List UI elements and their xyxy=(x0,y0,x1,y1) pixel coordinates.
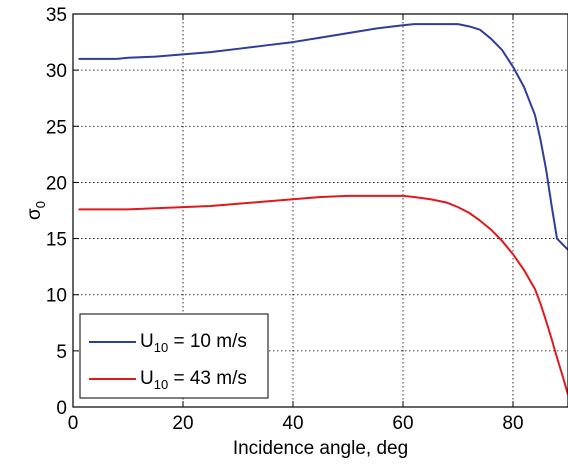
x-tick-label: 0 xyxy=(68,413,79,434)
axis-ticks: 0 20 40 60 80 0 5 10 15 20 25 30 35 xyxy=(46,5,524,434)
y-tick-label: 25 xyxy=(46,117,67,138)
x-tick-label: 60 xyxy=(392,413,413,434)
plot-frame xyxy=(72,13,568,408)
x-tick-label: 40 xyxy=(282,413,303,434)
y-tick-label: 5 xyxy=(56,342,67,363)
legend: U10 = 10 m/s U10 = 43 m/s xyxy=(79,313,269,399)
legend-entry-u10-10-pre: U xyxy=(140,331,154,352)
legend-box xyxy=(79,313,269,399)
y-tick-label: 20 xyxy=(46,173,67,194)
y-tick-label: 35 xyxy=(46,5,67,26)
y-axis-title-subscript: 0 xyxy=(33,201,48,208)
y-tick-label: 10 xyxy=(46,286,67,307)
y-tick-label: 30 xyxy=(46,61,67,82)
legend-entry-u10-10-sub: 10 xyxy=(154,340,168,355)
y-tick-label: 15 xyxy=(46,230,67,251)
legend-entry-u10-10-post: = 10 m/s xyxy=(168,331,247,352)
x-tick-label: 80 xyxy=(502,413,523,434)
y-axis-title-base: σ xyxy=(24,208,45,220)
x-axis-title: Incidence angle, deg xyxy=(233,438,408,459)
legend-entry-u10-43-sub: 10 xyxy=(154,377,168,392)
series-line-u10-43 xyxy=(78,194,568,395)
legend-entry-u10-43-pre: U xyxy=(140,368,154,389)
series-line-u10-10 xyxy=(78,23,568,251)
grid-lines xyxy=(73,14,568,407)
legend-entry-u10-43: U10 = 43 m/s xyxy=(140,368,247,392)
x-tick-label: 20 xyxy=(172,413,193,434)
data-series xyxy=(78,23,568,395)
legend-entry-u10-10: U10 = 10 m/s xyxy=(140,331,247,355)
legend-entry-u10-43-post: = 43 m/s xyxy=(168,368,247,389)
y-axis-title: σ0 xyxy=(24,201,48,220)
y-tick-label: 0 xyxy=(56,398,67,419)
